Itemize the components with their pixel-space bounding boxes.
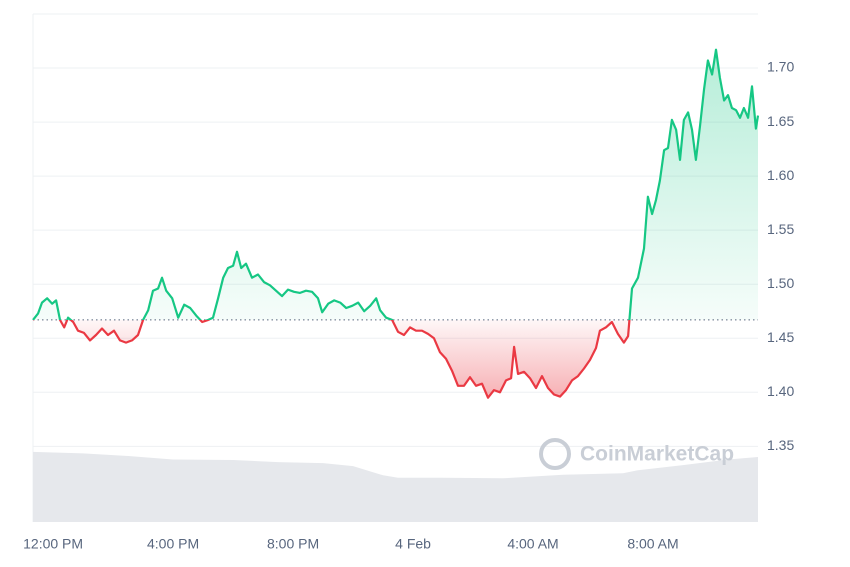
x-tick-label: 4 Feb [395,536,431,552]
y-tick-label: 1.35 [767,437,794,453]
watermark-logo [539,438,571,470]
y-tick-label: 1.70 [767,59,794,75]
x-tick-label: 4:00 PM [147,536,199,552]
x-tick-label: 12:00 PM [23,536,83,552]
price-line [32,48,760,399]
y-tick-label: 1.60 [767,167,794,183]
volume-area [33,451,758,522]
y-tick-label: 1.55 [767,221,794,237]
x-tick-label: 4:00 AM [507,536,558,552]
y-tick-label: 1.40 [767,383,794,399]
x-tick-label: 8:00 PM [267,536,319,552]
y-tick-label: 1.50 [767,275,794,291]
y-tick-label: 1.65 [767,113,794,129]
price-area [33,49,758,398]
x-tick-label: 8:00 AM [627,536,678,552]
watermark: CoinMarketCap [539,438,734,470]
watermark-text: CoinMarketCap [580,443,734,466]
y-tick-label: 1.45 [767,329,794,345]
